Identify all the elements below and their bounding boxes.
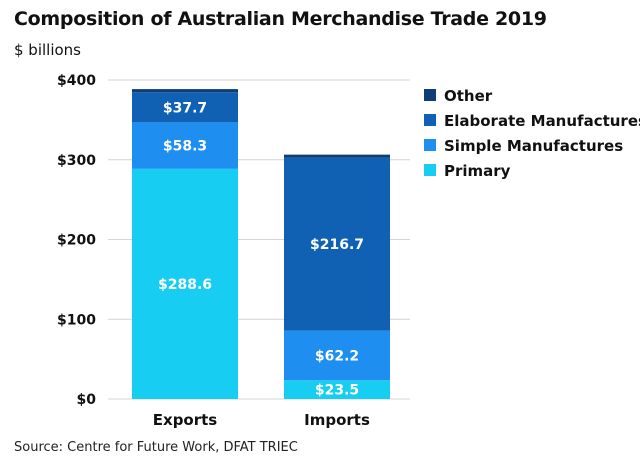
data-label-elaborate-manufactures: $216.7	[310, 237, 364, 253]
bars: $288.6 $58.3 $37.7 $23.5 $62.2 $216.7	[132, 89, 390, 399]
x-category-label: Imports	[304, 411, 370, 429]
bar-segment-elaborate-manufactures	[132, 92, 238, 123]
x-category-label: Exports	[153, 411, 218, 429]
bar-segment-other	[284, 154, 390, 158]
y-tick-label: $400	[57, 73, 96, 89]
data-label-primary: $288.6	[158, 277, 212, 293]
bar-segment-simple-manufactures	[284, 330, 390, 381]
bar-segment-primary	[132, 168, 238, 399]
bar-segment-simple-manufactures	[132, 122, 238, 169]
source-note: Source: Centre for Future Work, DFAT TRI…	[14, 440, 298, 455]
y-axis-ticks: $0 $100 $200 $300 $400	[57, 73, 96, 408]
y-tick-label: $300	[57, 153, 96, 169]
bar-stack-exports: $288.6 $58.3 $37.7	[132, 89, 238, 399]
legend-item-other: Other	[424, 87, 493, 105]
legend-swatch	[424, 89, 436, 101]
y-tick-label: $100	[57, 312, 96, 328]
legend-label: Elaborate Manufactures	[444, 112, 640, 130]
bar-stack-imports: $23.5 $62.2 $216.7	[284, 154, 390, 399]
data-label-elaborate-manufactures: $37.7	[163, 100, 207, 116]
legend: Other Elaborate Manufactures Simple Manufa…	[424, 87, 640, 180]
data-label-simple-manufactures: $62.2	[315, 348, 359, 364]
x-axis-categories: Exports Imports	[153, 411, 370, 429]
legend-swatch	[424, 139, 436, 151]
y-tick-label: $200	[57, 233, 96, 249]
y-tick-label: $0	[77, 392, 97, 408]
legend-label: Other	[444, 87, 493, 105]
bar-segment-other	[132, 89, 238, 93]
data-label-simple-manufactures: $58.3	[163, 139, 207, 155]
data-label-primary: $23.5	[315, 383, 359, 399]
legend-label: Primary	[444, 162, 511, 180]
bar-segment-elaborate-manufactures	[284, 157, 390, 331]
legend-swatch	[424, 164, 436, 176]
y-axis-unit-label: $ billions	[14, 41, 82, 59]
legend-swatch	[424, 114, 436, 126]
legend-label: Simple Manufactures	[444, 137, 623, 155]
legend-item-simple-manufactures: Simple Manufactures	[424, 137, 623, 155]
chart-title: Composition of Australian Merchandise Tr…	[14, 8, 547, 30]
legend-item-primary: Primary	[424, 162, 511, 180]
legend-item-elaborate-manufactures: Elaborate Manufactures	[424, 112, 640, 130]
bar-segment-primary	[284, 380, 390, 399]
